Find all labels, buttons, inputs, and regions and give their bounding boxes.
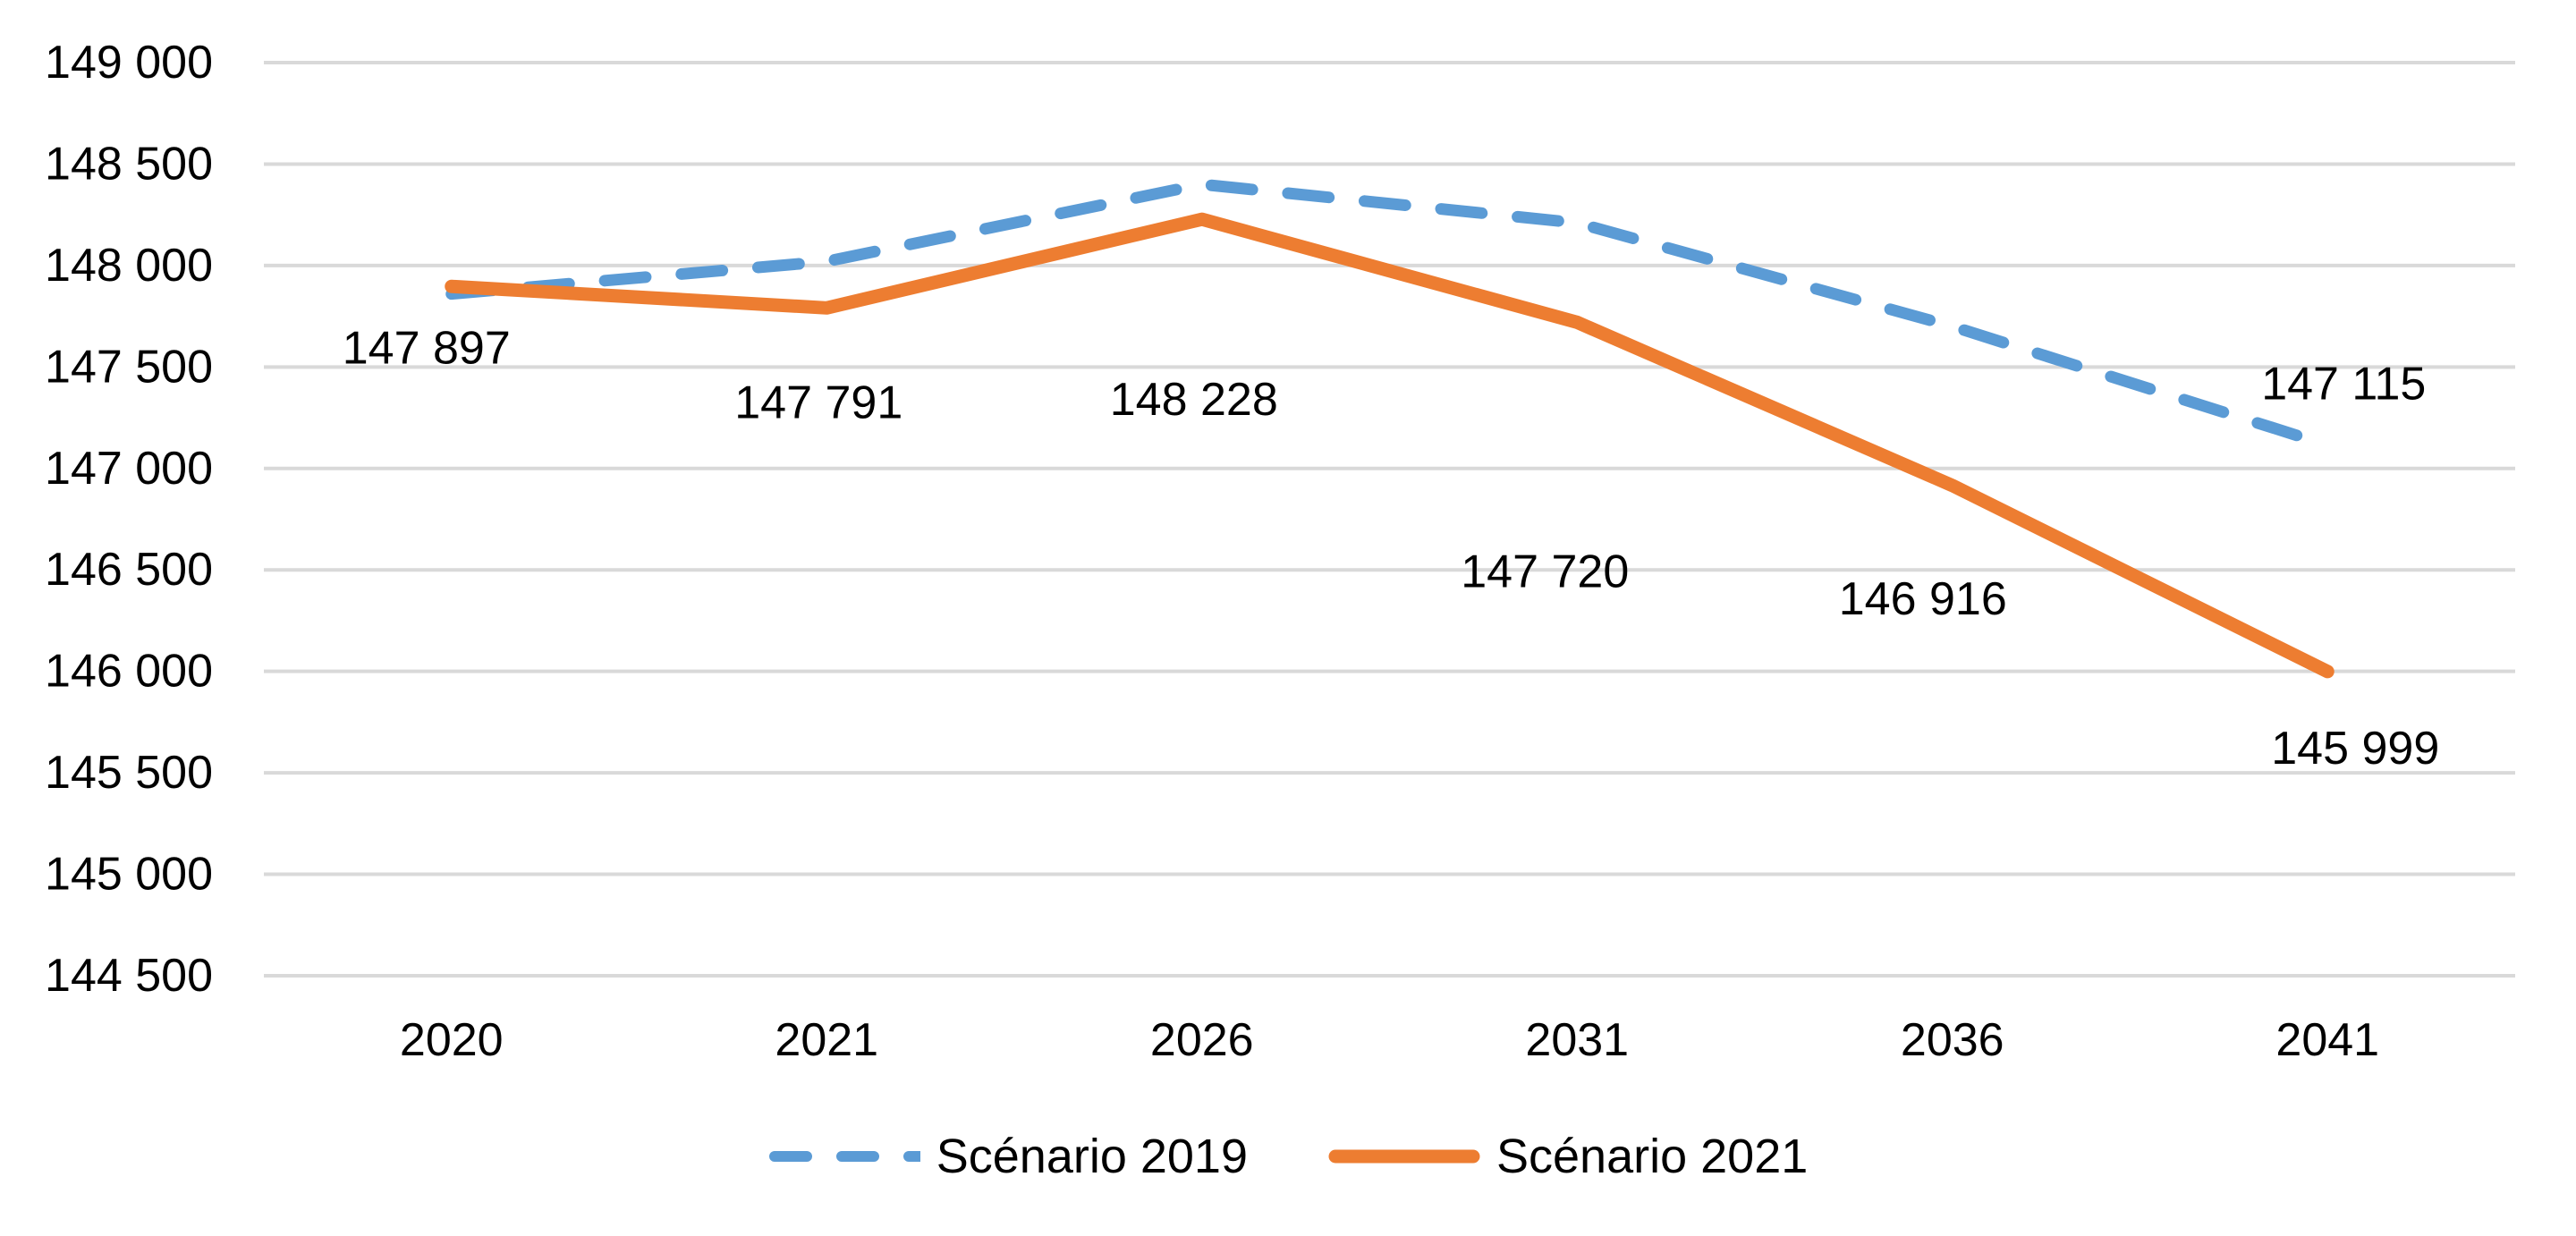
data-label: 147 897 — [343, 322, 511, 374]
legend-item-scenario-2021: Scénario 2021 — [1328, 1129, 1808, 1184]
y-tick-label: 147 000 — [45, 443, 213, 495]
x-tick-label: 2031 — [1525, 1014, 1629, 1066]
series-line-scenario-2021 — [445, 212, 2334, 679]
legend-item-scenario-2019: Scénario 2019 — [768, 1129, 1248, 1184]
data-label: 148 228 — [1110, 374, 1278, 426]
y-tick-label: 148 000 — [45, 240, 213, 292]
data-label: 146 916 — [1839, 573, 2007, 625]
y-tick-label: 149 000 — [45, 37, 213, 89]
y-tick-label: 148 500 — [45, 138, 213, 190]
x-tick-label: 2036 — [1901, 1014, 2004, 1066]
x-axis-tick-labels: 2020 2021 2026 2031 2036 2041 — [400, 1014, 2379, 1066]
series-lines-group — [445, 178, 2334, 679]
x-tick-label: 2026 — [1150, 1014, 1254, 1066]
y-tick-label: 147 500 — [45, 341, 213, 393]
y-tick-label: 144 500 — [45, 950, 213, 1002]
y-tick-label: 145 000 — [45, 849, 213, 901]
y-tick-label: 146 500 — [45, 544, 213, 596]
x-tick-label: 2041 — [2275, 1014, 2379, 1066]
series-line-scenario-2019 — [445, 178, 2334, 452]
data-labels-group: 147 115 147 897 147 791 148 228 147 720 146 9… — [343, 322, 2439, 775]
x-tick-label: 2020 — [400, 1014, 504, 1066]
legend-label-scenario-2019: Scénario 2019 — [936, 1130, 1248, 1183]
legend-label-scenario-2021: Scénario 2021 — [1496, 1130, 1809, 1183]
legend-swatch-dashed-line-icon — [768, 1151, 920, 1162]
y-axis-tick-labels: 144 500 145 000 145 500 146 000 146 500 147 0… — [45, 37, 213, 1002]
x-tick-label: 2021 — [775, 1014, 878, 1066]
data-label: 145 999 — [2271, 723, 2439, 775]
legend-swatch-solid-line-icon — [1328, 1149, 1480, 1164]
gridlines-group — [264, 61, 2515, 978]
data-label: 147 720 — [1461, 546, 1629, 597]
y-tick-label: 145 500 — [45, 747, 213, 799]
legend: Scénario 2019 Scénario 2021 — [0, 1125, 2576, 1188]
y-tick-label: 146 000 — [45, 646, 213, 698]
data-label: 147 791 — [734, 377, 902, 428]
data-label: 147 115 — [2261, 359, 2426, 411]
